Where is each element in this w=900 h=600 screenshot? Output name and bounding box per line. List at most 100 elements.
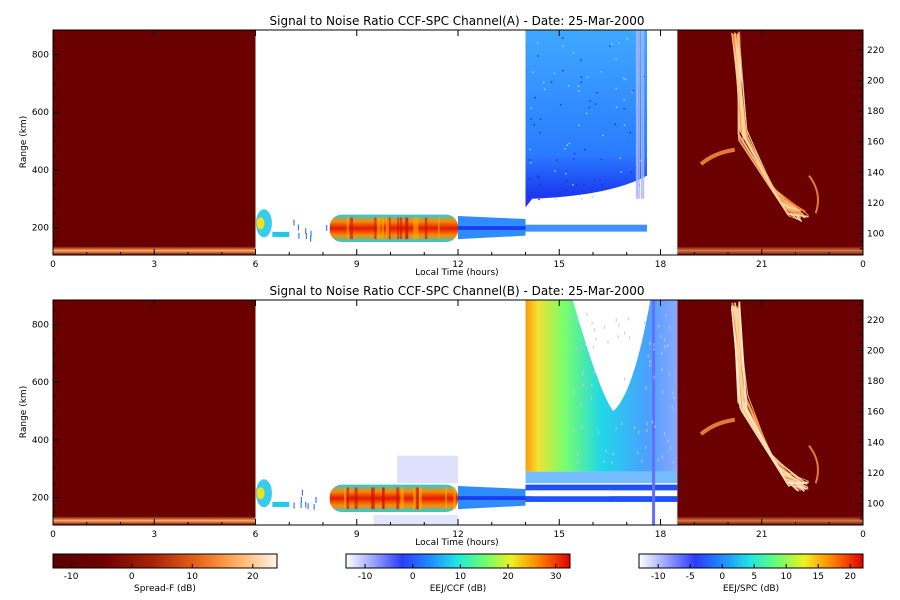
eej-streak	[638, 30, 640, 199]
eej-speck	[586, 76, 589, 78]
eej-speck	[585, 112, 588, 115]
echo-main-stripe	[382, 487, 385, 510]
eej-speck	[582, 383, 584, 387]
panel-a-axes: 0 3 6 9 12 15 18 21 0 200 400 600 800 100 120 140 160 180…	[32, 29, 884, 270]
eej-speck	[630, 171, 632, 174]
heatmap-spread-f-late	[677, 30, 863, 255]
faint-echo-upper	[397, 455, 458, 484]
x-tick-label: 0	[860, 260, 866, 270]
panel-a-title: Signal to Noise Ratio CCF-SPC Channel(A)…	[270, 14, 645, 28]
colorbar-tick-label: 20	[247, 572, 259, 582]
eej-speck	[653, 343, 655, 347]
eej-speck	[573, 428, 575, 432]
eej-speck	[623, 124, 626, 126]
eej-speck	[617, 335, 619, 339]
colorbar-tick-label: -5	[686, 572, 695, 582]
echo-main-stripe	[349, 217, 353, 240]
eej-speck	[565, 189, 568, 191]
eej-speck	[620, 171, 622, 173]
eej-streak	[640, 30, 643, 199]
eej-speck	[602, 134, 604, 137]
eej-speck	[529, 148, 531, 151]
x-tick-label: 9	[354, 260, 360, 270]
echo-speck	[305, 228, 307, 235]
eej-speck	[612, 452, 614, 456]
eej-speck	[665, 313, 667, 317]
x-tick-label: 0	[50, 530, 56, 540]
x-tick-label: 0	[50, 260, 56, 270]
eej-speck	[627, 317, 630, 321]
y-right-tick-label: 100	[867, 500, 884, 510]
eej-speck	[583, 183, 585, 186]
eej-speck	[624, 78, 627, 81]
eej-speck	[580, 59, 582, 61]
eej-speck	[605, 449, 607, 453]
eej-lower-band	[525, 224, 647, 232]
eej-speck	[580, 403, 582, 407]
echo-speck	[326, 224, 328, 231]
eej-speck	[595, 337, 597, 341]
echo-main	[329, 484, 458, 513]
eej-speck	[628, 336, 631, 340]
panel-b-ylabel: Range (km)	[19, 386, 29, 438]
eej-speck	[669, 446, 672, 450]
eej-speck	[568, 329, 570, 333]
eej-streak	[642, 30, 644, 199]
echo-main-stripe	[354, 487, 358, 510]
eej-speck	[669, 326, 671, 330]
eej-speck	[528, 159, 531, 161]
eej-speck	[589, 100, 591, 102]
echo-speck	[301, 489, 304, 496]
eej-speck	[646, 429, 648, 433]
eej-speck	[668, 372, 671, 376]
y-right-tick-label: 200	[867, 77, 884, 87]
echo-main-stripe	[438, 217, 440, 240]
eej-lower-fade	[525, 471, 678, 484]
echo-main-stripe	[388, 217, 391, 240]
eej-speck	[550, 81, 553, 83]
plume-streak	[735, 306, 800, 487]
colorbar-eej-spc-label: EEJ/SPC (dB)	[723, 584, 779, 594]
echo-main-stripe	[414, 487, 419, 510]
echo-main-stripe	[346, 487, 350, 510]
plume-branch	[699, 147, 736, 166]
eej-speck	[667, 439, 669, 443]
eej-speck	[666, 344, 669, 348]
eej-speck	[657, 324, 660, 328]
eej-speck	[577, 319, 579, 323]
eej-speck	[638, 430, 640, 434]
eej-speck	[637, 451, 639, 455]
eej-speck	[615, 318, 617, 322]
echo-main-stripe	[404, 217, 409, 240]
x-tick-label: 15	[554, 260, 565, 270]
echo-main-stripe	[400, 217, 403, 240]
eej-speck	[561, 37, 564, 39]
echo-6h-tail	[272, 231, 290, 237]
eej-speck	[572, 52, 575, 54]
panel-a-plot-area	[53, 30, 863, 255]
colorbar-tick-label: -10	[651, 572, 666, 582]
colorbar-tick-label: 20	[502, 572, 514, 582]
colorbar-spread-f-gradient	[52, 553, 278, 569]
x-tick-label: 6	[253, 260, 259, 270]
eej-speck	[590, 383, 593, 387]
echo-main-stripe	[381, 217, 384, 240]
eej-speck	[646, 422, 648, 426]
echo-main-stripe	[453, 487, 456, 510]
y-right-tick-label: 180	[867, 377, 884, 387]
eej-speck	[569, 317, 571, 321]
echo-main-stripe	[385, 217, 390, 240]
eej-speck	[649, 364, 651, 368]
x-tick-label: 21	[756, 530, 767, 540]
echo-6h-core	[256, 487, 265, 500]
eej-speck	[581, 345, 583, 349]
colorbar-spread-f-label: Spread-F (dB)	[134, 584, 196, 594]
eej-speck	[623, 331, 626, 335]
eej-speck	[673, 396, 675, 400]
eej-speck	[657, 458, 660, 462]
y-tick-label: 200	[32, 494, 49, 504]
eej-speck	[600, 158, 603, 161]
eej-speck	[538, 184, 541, 186]
echo-speck	[300, 501, 302, 508]
